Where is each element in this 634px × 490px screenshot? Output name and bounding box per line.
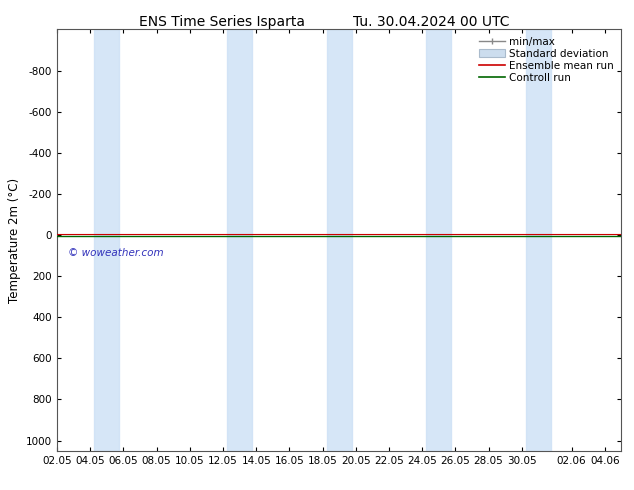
Bar [426,29,451,451]
Bar [94,29,119,451]
Text: Tu. 30.04.2024 00 UTC: Tu. 30.04.2024 00 UTC [353,15,509,29]
Y-axis label: Temperature 2m (°C): Temperature 2m (°C) [8,177,20,303]
Bar [227,29,252,451]
Text: ENS Time Series Isparta: ENS Time Series Isparta [139,15,305,29]
Text: © woweather.com: © woweather.com [68,248,164,258]
Bar [327,29,352,451]
Legend: min/max, Standard deviation, Ensemble mean run, Controll run: min/max, Standard deviation, Ensemble me… [475,32,618,87]
Bar [526,29,551,451]
